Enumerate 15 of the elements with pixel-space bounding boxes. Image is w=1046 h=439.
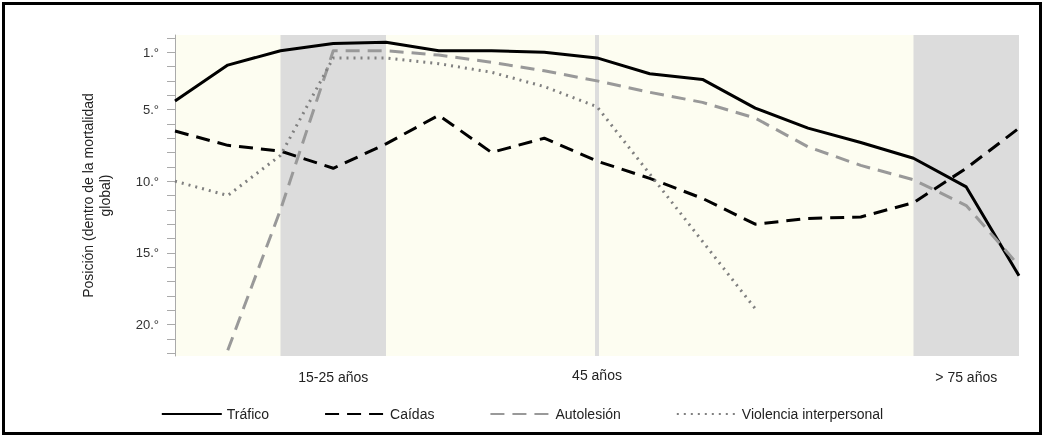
- text: > 75 años: [935, 369, 998, 385]
- y-tick-label: 20.°: [135, 316, 159, 332]
- text: 15-25 años: [298, 369, 369, 385]
- legend-label: Autolesión: [555, 406, 621, 422]
- legend-label: Tráfico: [226, 406, 270, 422]
- line-series: [173, 56, 757, 311]
- y-tick-label: 10.°: [135, 173, 159, 189]
- y-tick-label: 5.°: [142, 102, 159, 118]
- y-tick-label: 15.°: [135, 245, 159, 261]
- text: 45 años: [572, 367, 622, 383]
- legend-label: Violencia interpersonal: [741, 406, 884, 422]
- legend-label: Caídas: [390, 406, 435, 422]
- y-tick-label: 1.°: [142, 44, 159, 60]
- y-axis-title: Posición (dentro de la mortalidad global): [79, 93, 113, 298]
- line-series: [173, 40, 1021, 278]
